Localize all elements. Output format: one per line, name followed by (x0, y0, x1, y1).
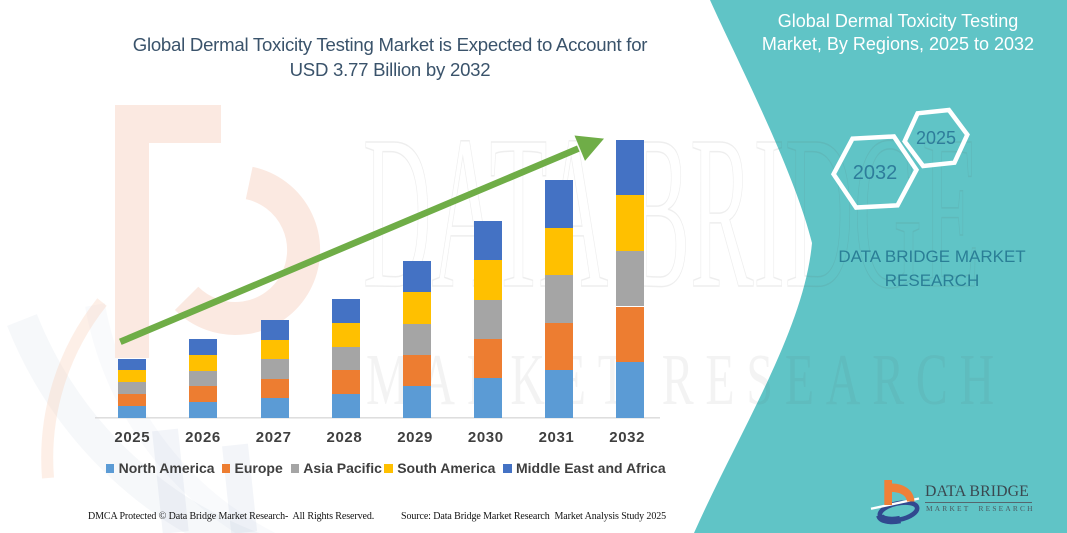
svg-text:MARKET RESEARCH: MARKET RESEARCH (366, 339, 1006, 420)
svg-text:DATA BRIDGE: DATA BRIDGE (363, 90, 980, 334)
svg-text:2025: 2025 (916, 128, 956, 148)
svg-text:2032: 2032 (853, 162, 898, 184)
